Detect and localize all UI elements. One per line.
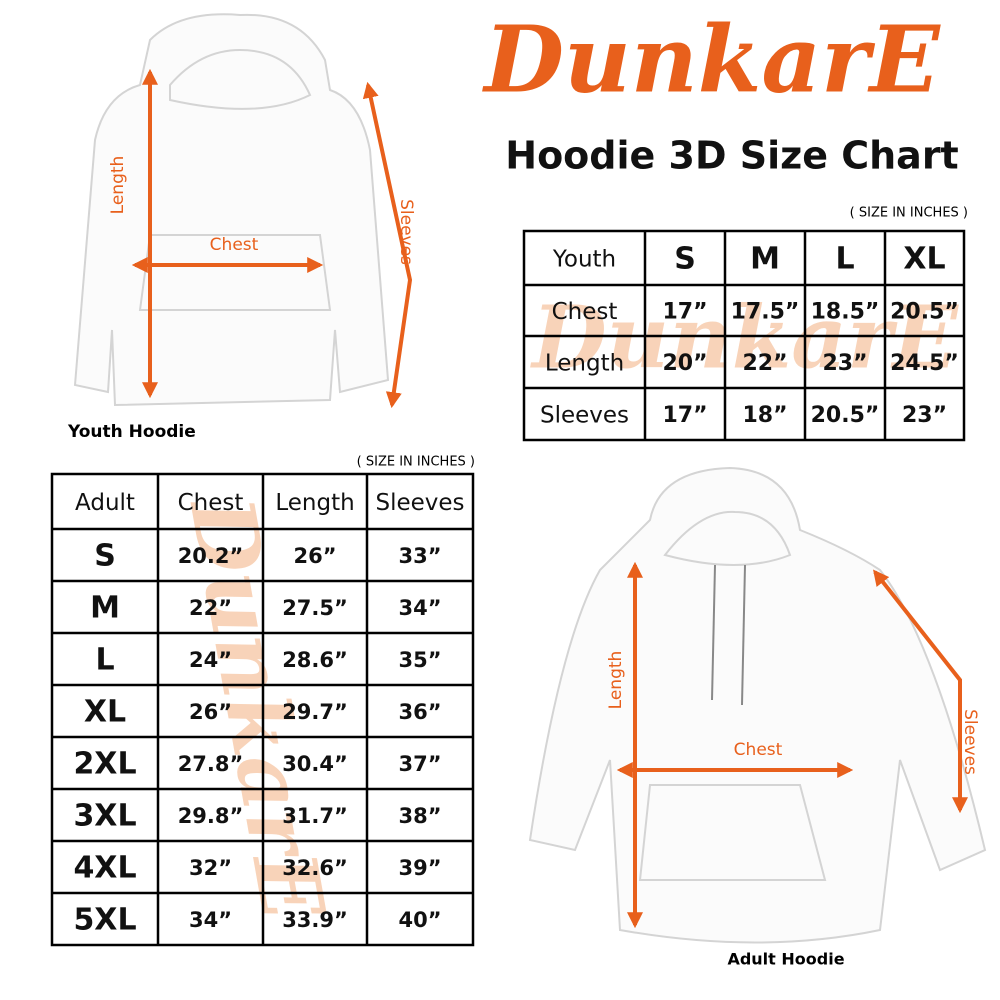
table-cell: S	[94, 539, 116, 574]
length-label: Length	[108, 156, 128, 215]
table-cell: 40”	[398, 908, 441, 932]
adult-hoodie: Length Chest Sleeves Adult Hoodie	[528, 466, 987, 969]
table-cell: Chest	[552, 299, 618, 325]
header-cell: Sleeves	[375, 490, 464, 516]
table-cell: 23”	[902, 403, 947, 428]
table-cell: XL	[84, 695, 126, 730]
table-cell: 34”	[398, 596, 441, 620]
table-cell: 39”	[398, 856, 441, 880]
table-cell: M	[90, 591, 120, 626]
table-cell: 35”	[398, 648, 441, 672]
table-cell: 17”	[662, 300, 707, 325]
header-cell: Length	[275, 490, 354, 516]
table-cell: 29.8”	[178, 804, 244, 828]
header-cell: L	[835, 242, 854, 277]
table-cell: 20.5”	[890, 300, 959, 325]
table-cell: 24.5”	[890, 351, 959, 376]
table-cell: 33.9”	[282, 908, 348, 932]
table-cell: 37”	[398, 752, 441, 776]
table-cell: 32”	[189, 856, 232, 880]
table-cell: 26”	[293, 544, 336, 568]
page-title: Hoodie 3D Size Chart	[505, 134, 958, 178]
table-cell: 26”	[189, 700, 232, 724]
table-cell: 5XL	[73, 903, 136, 938]
table-cell: 30.4”	[282, 752, 348, 776]
watermark: DunkarE	[529, 288, 959, 389]
table-cell: Length	[545, 351, 624, 377]
brand-logo: DunkarE	[481, 6, 941, 114]
sleeves-label: Sleeves	[960, 709, 980, 775]
unit-note: ( SIZE IN INCHES )	[850, 206, 968, 221]
table-cell: 29.7”	[282, 700, 348, 724]
header-cell: S	[674, 242, 696, 277]
table-cell: 2XL	[73, 747, 136, 782]
table-cell: 22”	[742, 351, 787, 376]
table-cell: 38”	[398, 804, 441, 828]
unit-note: ( SIZE IN INCHES )	[357, 455, 475, 470]
table-cell: 24”	[189, 648, 232, 672]
table-cell: 28.6”	[282, 648, 348, 672]
header-cell: Youth	[552, 247, 616, 273]
table-cell: 33”	[398, 544, 441, 568]
table-cell: 22”	[189, 596, 232, 620]
table-cell: 20”	[662, 351, 707, 376]
table-cell: 34”	[189, 908, 232, 932]
table-cell: 27.8”	[178, 752, 244, 776]
chest-label: Chest	[210, 235, 259, 255]
table-cell: 32.6”	[282, 856, 348, 880]
table-cell: 18”	[742, 403, 787, 428]
caption: Youth Hoodie	[67, 422, 196, 442]
table-cell: 31.7”	[282, 804, 348, 828]
header-cell: Chest	[178, 490, 244, 516]
table-cell: 20.5”	[811, 403, 880, 428]
table-cell: 17”	[662, 403, 707, 428]
chest-label: Chest	[734, 740, 783, 760]
table-cell: 18.5”	[811, 300, 880, 325]
caption: Adult Hoodie	[727, 950, 844, 969]
table-cell: 17.5”	[731, 300, 800, 325]
length-label: Length	[606, 651, 626, 710]
table-cell: 36”	[398, 700, 441, 724]
header-cell: XL	[903, 242, 945, 277]
sleeves-label: Sleeves	[396, 199, 416, 265]
table-cell: 20.2”	[178, 544, 244, 568]
table-cell: 4XL	[73, 851, 136, 886]
youth-hoodie: Length Chest Sleeves Youth Hoodie	[67, 13, 416, 442]
table-cell: L	[95, 643, 114, 678]
table-cell: 27.5”	[282, 596, 348, 620]
header-cell: Adult	[75, 490, 135, 516]
table-cell: 23”	[822, 351, 867, 376]
header-cell: M	[750, 242, 780, 277]
table-cell: 3XL	[73, 799, 136, 834]
table-cell: Sleeves	[540, 403, 629, 429]
